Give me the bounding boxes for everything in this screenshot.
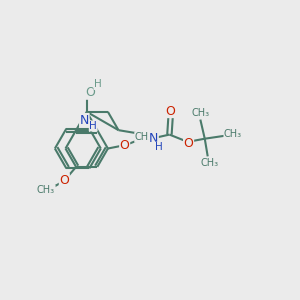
- Text: H: H: [89, 121, 97, 131]
- Text: O: O: [166, 104, 176, 118]
- Text: N: N: [80, 114, 89, 127]
- Text: O: O: [120, 139, 130, 152]
- Text: H: H: [155, 142, 163, 152]
- Text: CH₃: CH₃: [200, 158, 218, 168]
- Text: CH₃: CH₃: [224, 129, 242, 139]
- Text: H: H: [94, 80, 102, 89]
- Text: O: O: [85, 86, 95, 99]
- Text: O: O: [184, 137, 194, 150]
- Text: CH₃: CH₃: [37, 185, 55, 195]
- Text: O: O: [59, 174, 69, 187]
- Text: CH₃: CH₃: [135, 132, 153, 142]
- Text: CH₃: CH₃: [191, 108, 209, 118]
- Text: N: N: [149, 132, 158, 145]
